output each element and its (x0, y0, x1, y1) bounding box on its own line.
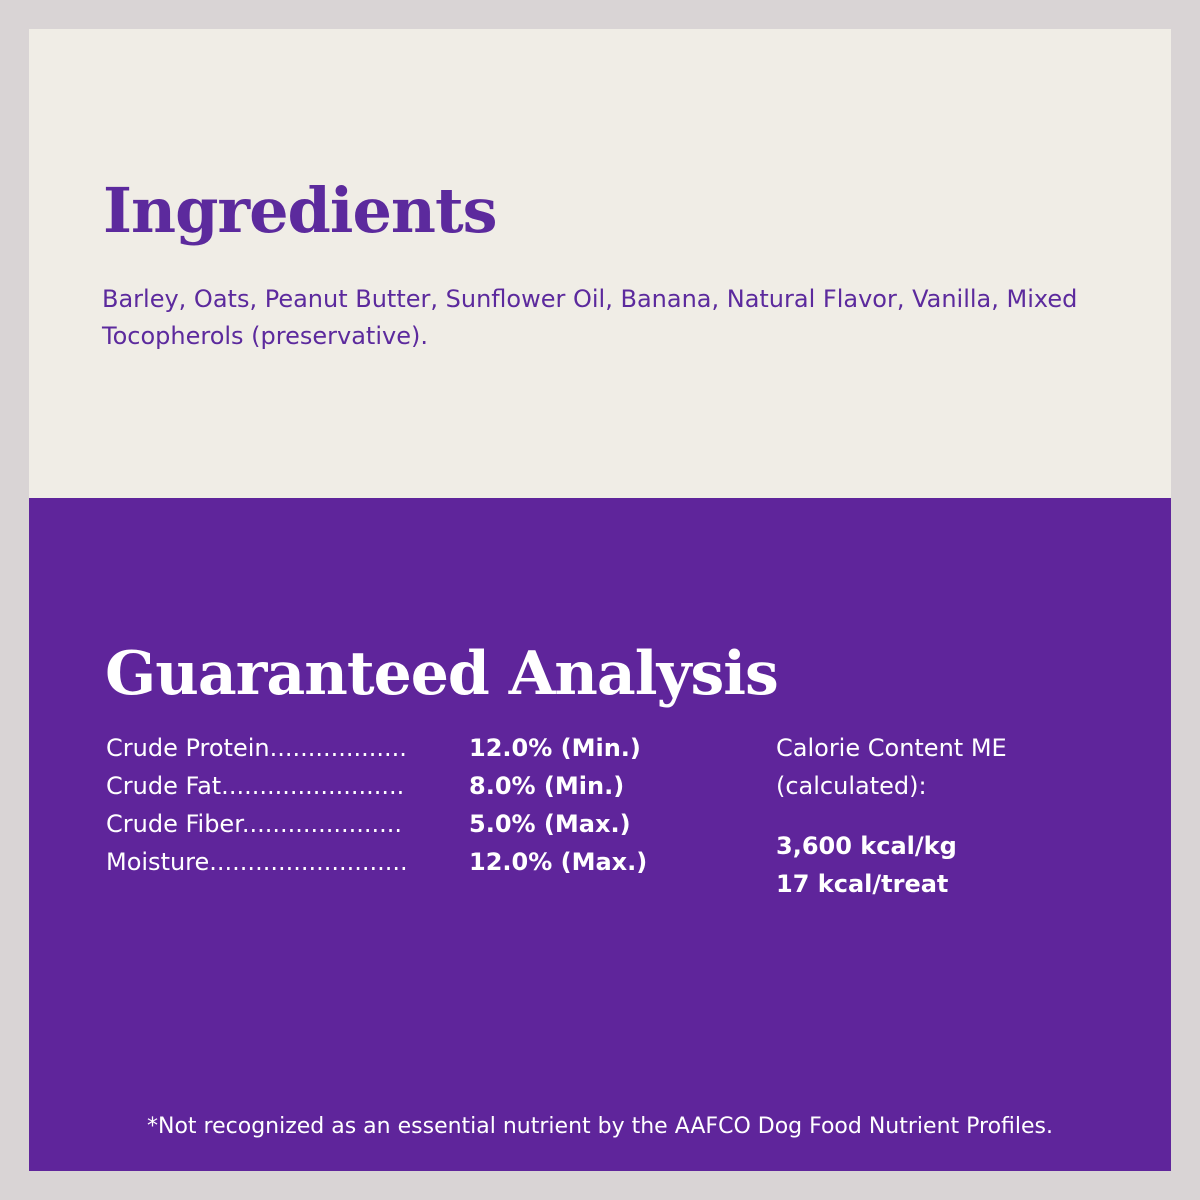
footnote: *Not recognized as an essential nutrient… (147, 1114, 1053, 1139)
calorie-label-2: (calculated): (776, 772, 927, 800)
analysis-row: Crude Fat........................ 8.0% (M… (106, 767, 647, 805)
row-value: 12.0% (Min.) (469, 734, 641, 762)
calorie-label-1: Calorie Content ME (776, 734, 1007, 762)
row-label: Crude Fiber..................... (106, 810, 403, 838)
row-value: 12.0% (Max.) (469, 848, 648, 876)
row-label: Crude Protein.................. (106, 734, 407, 762)
row-value: 8.0% (Min.) (469, 772, 625, 800)
ingredients-section: Ingredients Barley, Oats, Peanut Butter,… (29, 29, 1171, 498)
calorie-per-kg: 3,600 kcal/kg (776, 832, 957, 860)
row-value: 5.0% (Max.) (469, 810, 631, 838)
analysis-row: Crude Protein.................. 12.0% (Mi… (106, 729, 647, 767)
analysis-title: Guaranteed Analysis (105, 639, 779, 709)
analysis-row: Crude Fiber..................... 5.0% (Ma… (106, 805, 647, 843)
ingredients-text: Barley, Oats, Peanut Butter, Sunflower O… (102, 285, 1078, 350)
row-label: Crude Fat........................ (106, 772, 405, 800)
analysis-section (29, 498, 1171, 1171)
ingredients-title: Ingredients (103, 174, 498, 247)
row-label: Moisture.......................... (106, 848, 408, 876)
calorie-content: Calorie Content ME (calculated): 3,600 k… (776, 729, 1007, 903)
analysis-row: Moisture.......................... 12.0% … (106, 843, 647, 881)
label-panel: Ingredients Barley, Oats, Peanut Butter,… (29, 29, 1171, 1171)
analysis-table: Crude Protein.................. 12.0% (Mi… (106, 729, 647, 881)
calorie-per-treat: 17 kcal/treat (776, 870, 949, 898)
